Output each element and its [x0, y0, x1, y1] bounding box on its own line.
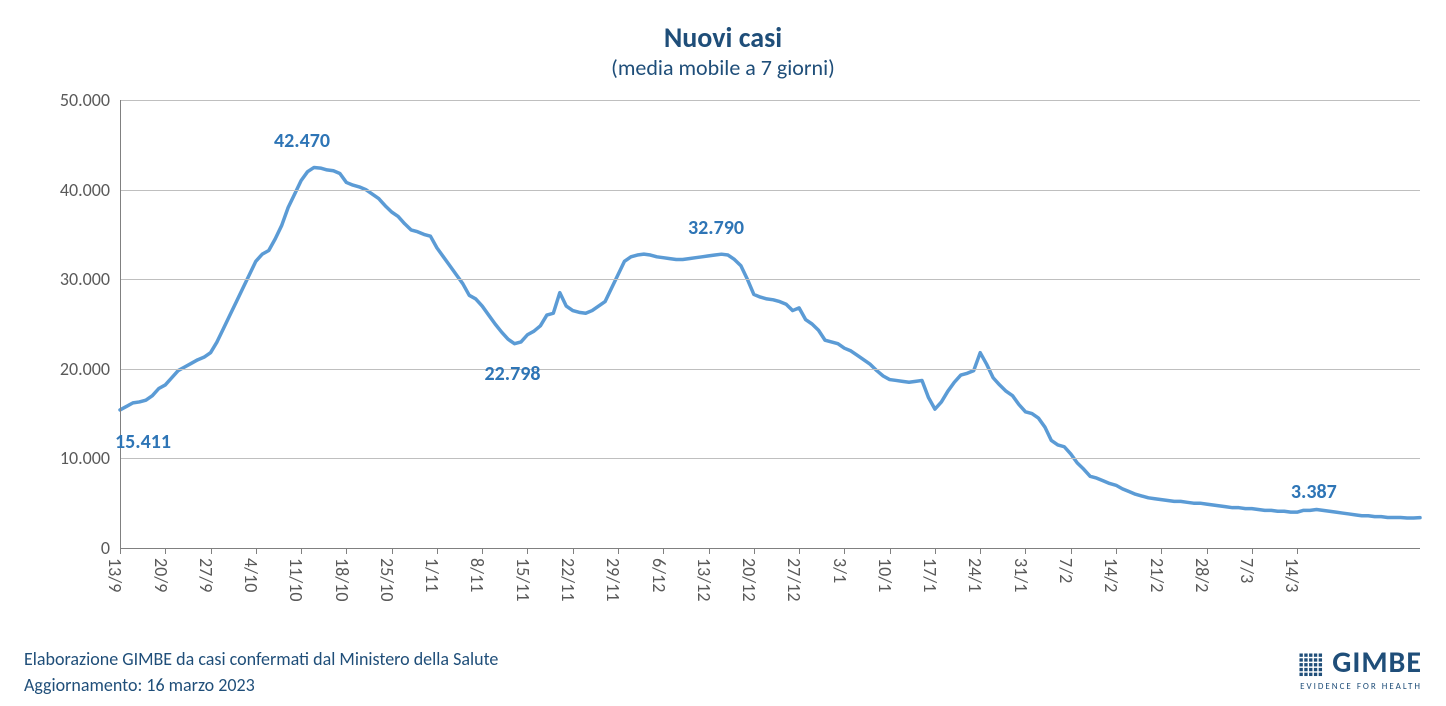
gridline — [120, 458, 1420, 459]
x-tick-mark — [980, 548, 981, 554]
x-tick-label: 28/2 — [1191, 558, 1213, 592]
gridline — [120, 279, 1420, 280]
x-tick-label: 24/1 — [964, 558, 986, 592]
x-tick-mark — [1252, 548, 1253, 554]
logo-icon — [1299, 653, 1323, 677]
x-tick-mark — [1071, 548, 1072, 554]
x-tick-label: 7/3 — [1236, 558, 1258, 583]
footer-date: Aggiornamento: 16 marzo 2023 — [24, 674, 255, 696]
gimbe-logo: GIMBE EVIDENCE FOR HEALTH — [1299, 644, 1422, 692]
x-tick-mark — [527, 548, 528, 554]
chart-subtitle: (media mobile a 7 giorni) — [0, 54, 1446, 81]
footer-source: Elaborazione GIMBE da casi confermati da… — [24, 648, 498, 670]
x-tick-label: 27/12 — [783, 558, 805, 601]
x-tick-mark — [482, 548, 483, 554]
x-tick-label: 3/1 — [829, 558, 851, 583]
gridline — [120, 100, 1420, 101]
x-tick-mark — [618, 548, 619, 554]
y-tick-label: 0 — [30, 537, 110, 559]
x-tick-mark — [392, 548, 393, 554]
gridline — [120, 190, 1420, 191]
x-tick-mark — [1116, 548, 1117, 554]
x-tick-label: 20/12 — [738, 558, 760, 601]
x-tick-mark — [709, 548, 710, 554]
x-tick-label: 14/2 — [1100, 558, 1122, 592]
x-tick-label: 25/10 — [376, 558, 398, 601]
x-tick-label: 8/11 — [466, 558, 488, 592]
x-tick-label: 18/10 — [331, 558, 353, 601]
x-tick-mark — [301, 548, 302, 554]
x-tick-label: 15/11 — [512, 558, 534, 601]
x-tick-mark — [754, 548, 755, 554]
x-tick-label: 13/9 — [104, 558, 126, 592]
x-tick-mark — [211, 548, 212, 554]
x-tick-label: 4/10 — [240, 558, 262, 592]
x-tick-label: 1/11 — [421, 558, 443, 592]
x-tick-label: 10/1 — [874, 558, 896, 592]
x-tick-mark — [1025, 548, 1026, 554]
x-tick-label: 14/3 — [1281, 558, 1303, 592]
x-tick-mark — [120, 548, 121, 554]
data-point-label: 32.790 — [688, 216, 744, 240]
plot-area: 010.00020.00030.00040.00050.00013/920/92… — [120, 100, 1420, 548]
y-tick-label: 20.000 — [30, 358, 110, 380]
x-tick-label: 11/10 — [285, 558, 307, 601]
x-tick-mark — [437, 548, 438, 554]
x-tick-label: 22/11 — [557, 558, 579, 601]
x-tick-label: 20/9 — [150, 558, 172, 592]
data-point-label: 15.411 — [115, 430, 171, 454]
data-point-label: 3.387 — [1291, 480, 1337, 504]
x-tick-mark — [1207, 548, 1208, 554]
data-line — [120, 167, 1420, 518]
x-tick-label: 17/1 — [919, 558, 941, 592]
x-tick-label: 13/12 — [693, 558, 715, 601]
y-tick-label: 30.000 — [30, 268, 110, 290]
x-tick-label: 31/1 — [1010, 558, 1032, 592]
x-tick-label: 27/9 — [195, 558, 217, 592]
y-tick-label: 50.000 — [30, 89, 110, 111]
x-tick-mark — [935, 548, 936, 554]
x-tick-mark — [844, 548, 845, 554]
x-tick-mark — [1297, 548, 1298, 554]
line-chart-svg — [120, 100, 1420, 548]
x-tick-mark — [799, 548, 800, 554]
x-axis-line — [120, 548, 1420, 549]
logo-text-main: GIMBE — [1332, 644, 1422, 681]
y-tick-label: 10.000 — [30, 447, 110, 469]
x-tick-label: 29/11 — [602, 558, 624, 601]
x-tick-mark — [256, 548, 257, 554]
data-point-label: 22.798 — [485, 362, 541, 386]
x-tick-mark — [346, 548, 347, 554]
x-tick-label: 6/12 — [648, 558, 670, 592]
chart-title: Nuovi casi — [0, 20, 1446, 55]
x-tick-mark — [663, 548, 664, 554]
data-point-label: 42.470 — [274, 129, 330, 153]
x-tick-label: 7/2 — [1055, 558, 1077, 583]
y-axis-line — [120, 100, 121, 548]
gridline — [120, 369, 1420, 370]
y-tick-label: 40.000 — [30, 179, 110, 201]
x-tick-mark — [1161, 548, 1162, 554]
x-tick-mark — [890, 548, 891, 554]
logo-text-sub: EVIDENCE FOR HEALTH — [1299, 681, 1422, 692]
x-tick-mark — [573, 548, 574, 554]
x-tick-label: 21/2 — [1146, 558, 1168, 592]
chart-container: Nuovi casi (media mobile a 7 giorni) 010… — [0, 0, 1446, 706]
x-tick-mark — [165, 548, 166, 554]
